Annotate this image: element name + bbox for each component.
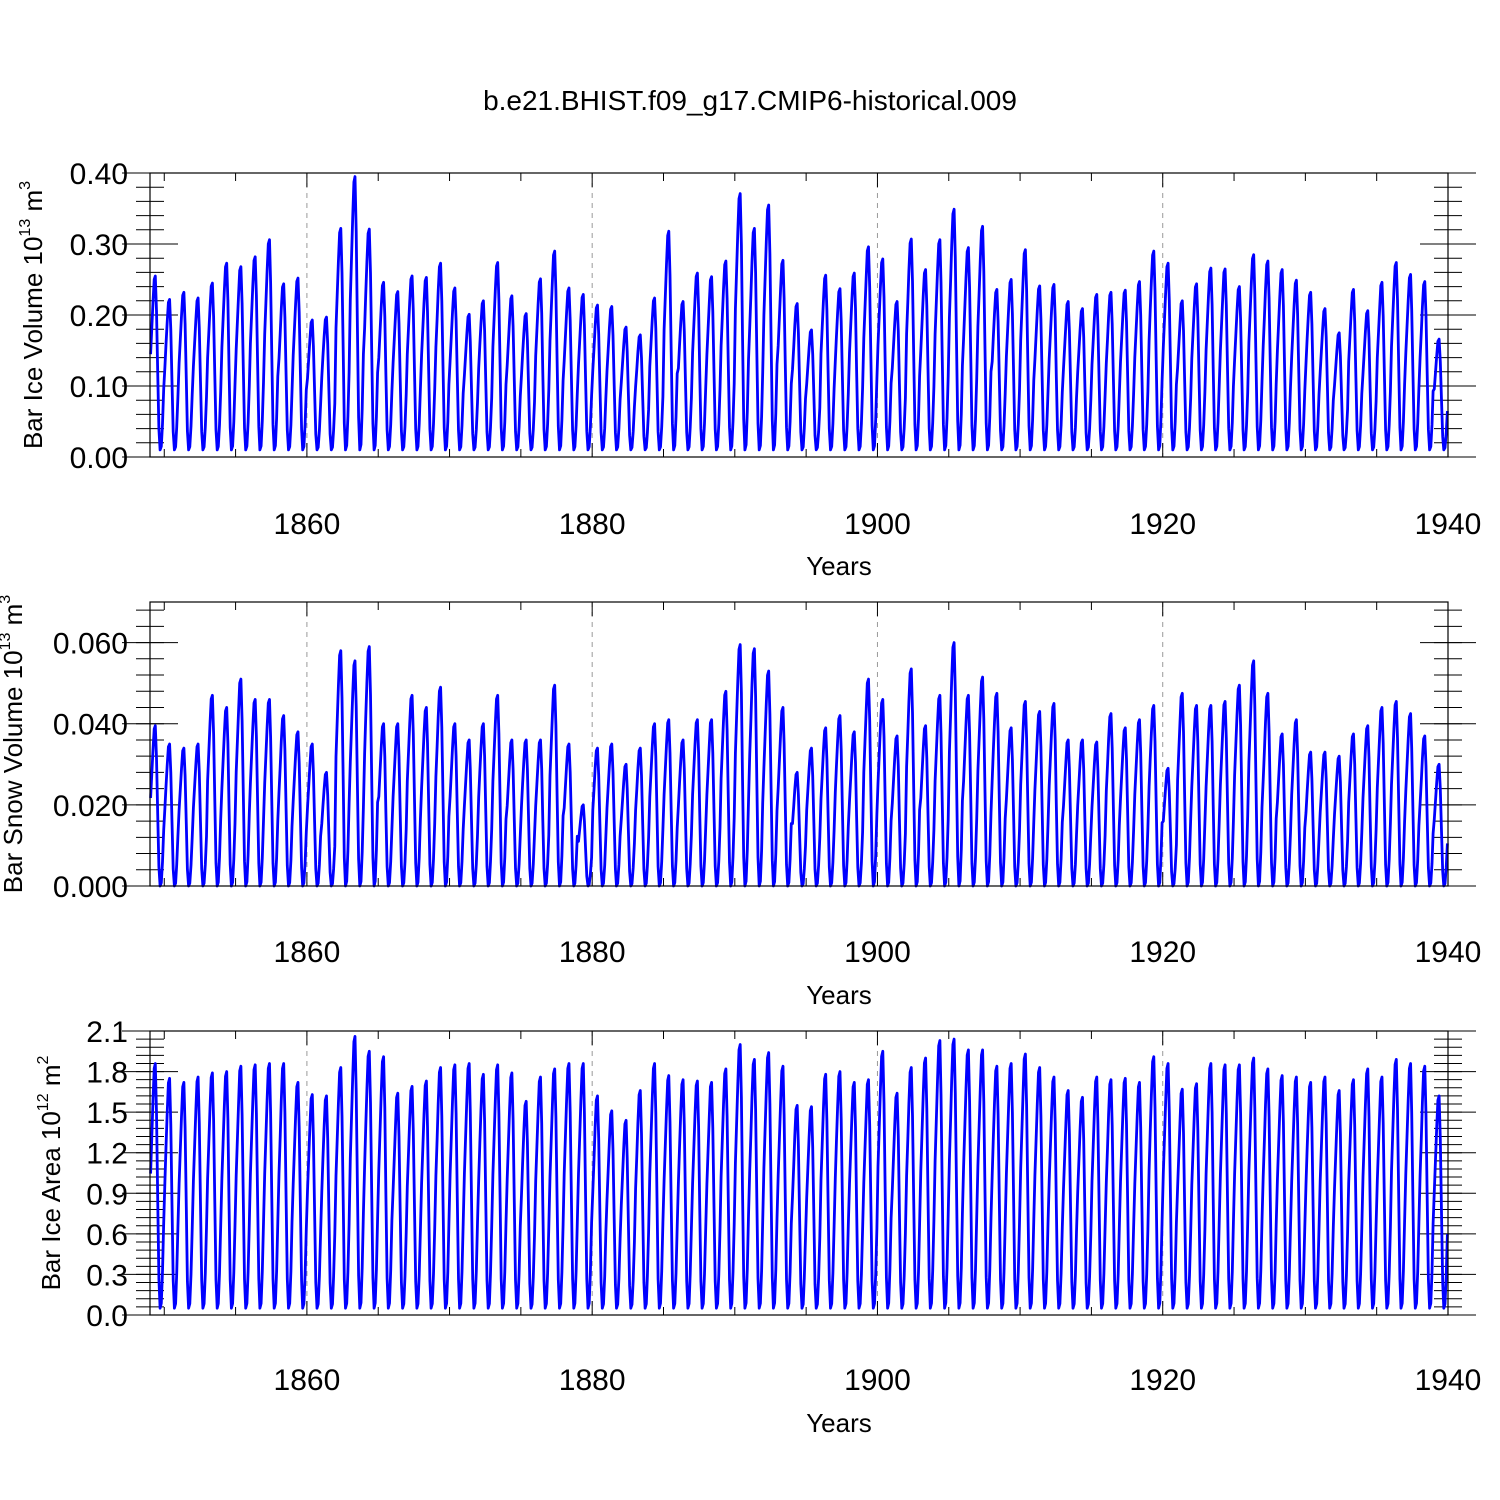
panel-1: 0.00 0.10 0.20 0.30 0.40 1860 1880 1900 1920 1940…: [17, 158, 1481, 581]
x-tick-label: 1860: [274, 508, 341, 541]
y-axis-label-main: Bar Snow Volume 10: [0, 650, 28, 893]
y-tick-label: 0.020: [53, 790, 128, 823]
y-tick-label: 1.2: [86, 1138, 128, 1171]
y-axis-label-exp: 13: [0, 632, 14, 650]
y-axis-label: Bar Ice Volume 1013 m3: [17, 181, 48, 449]
x-tick-label: 1900: [844, 936, 911, 969]
y-tick-label: 0.00: [70, 442, 128, 475]
series-line: [149, 1035, 1449, 1310]
x-axis-label: Years: [806, 980, 872, 1010]
y-tick-label: 0.10: [70, 371, 128, 404]
y-tick-label: 0.9: [86, 1178, 128, 1211]
y-axis-label-main: Bar Ice Volume 10: [18, 237, 48, 449]
x-tick-label: 1940: [1415, 1364, 1482, 1397]
plot-frame: [149, 172, 1449, 458]
x-tick-label: 1900: [844, 1364, 911, 1397]
y-tick-label: 0.060: [53, 628, 128, 661]
x-tick-label: 1940: [1415, 508, 1482, 541]
panels: 0.00 0.10 0.20 0.30 0.40 1860 1880 1900 1920 1940…: [0, 158, 1481, 1438]
y-axis-label-exp: 12: [35, 1093, 52, 1111]
x-tick-label: 1940: [1415, 936, 1482, 969]
y-axis-label-unit-exp: 2: [35, 1055, 52, 1064]
x-tick-label: 1860: [274, 936, 341, 969]
panel-2: 0.000 0.020 0.040 0.060 1860 1880 1900 1920 1940…: [0, 595, 1481, 1010]
x-axis-label: Years: [806, 551, 872, 581]
y-tick-label: 0.30: [70, 229, 128, 262]
x-tick-label: 1920: [1129, 936, 1196, 969]
y-axis-label-unit: m: [36, 1064, 66, 1093]
y-axis-label-unit: m: [0, 604, 28, 633]
series-line: [149, 641, 1449, 888]
series-line: [149, 175, 1449, 452]
plot-frame: [149, 601, 1449, 887]
y-axis-label: Bar Ice Area 1012 m2: [35, 1055, 66, 1290]
y-tick-label: 0.3: [86, 1259, 128, 1292]
x-tick-label: 1920: [1129, 508, 1196, 541]
y-axis-label-exp: 13: [17, 219, 34, 237]
y-tick-label: 0.0: [86, 1300, 128, 1333]
y-tick-label: 1.8: [86, 1057, 128, 1090]
y-axis-label: Bar Snow Volume 1013 m3: [0, 595, 28, 894]
x-axis-label: Years: [806, 1408, 872, 1438]
x-tick-label: 1920: [1129, 1364, 1196, 1397]
y-axis-label-main: Bar Ice Area 10: [36, 1111, 66, 1290]
x-tick-label: 1880: [559, 936, 626, 969]
figure-title: b.e21.BHIST.f09_g17.CMIP6-historical.009: [483, 85, 1017, 116]
x-tick-label: 1900: [844, 508, 911, 541]
y-tick-label: 0.040: [53, 709, 128, 742]
y-tick-label: 0.40: [70, 158, 128, 191]
x-tick-label: 1860: [274, 1364, 341, 1397]
y-axis-label-unit-exp: 3: [17, 181, 34, 190]
panel-3: 0.0 0.3 0.6 0.9 1.2 1.5 1.8 2.1 1860 1880 1900 1920…: [35, 1016, 1481, 1438]
y-tick-label: 2.1: [86, 1016, 128, 1049]
y-tick-label: 1.5: [86, 1097, 128, 1130]
y-tick-label: 0.6: [86, 1219, 128, 1252]
y-axis-label-unit-exp: 3: [0, 595, 14, 604]
y-tick-label: 0.000: [53, 871, 128, 904]
x-tick-label: 1880: [559, 508, 626, 541]
y-axis-label-unit: m: [18, 190, 48, 219]
plot-frame: [149, 1030, 1449, 1316]
y-tick-label: 0.20: [70, 300, 128, 333]
x-tick-label: 1880: [559, 1364, 626, 1397]
